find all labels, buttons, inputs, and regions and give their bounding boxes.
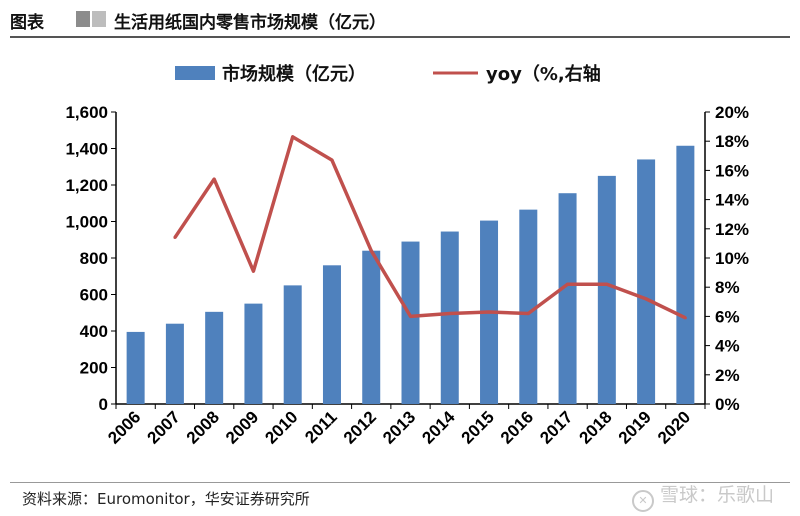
- figure-title: 生活用纸国内零售市场规模（亿元）: [114, 13, 386, 33]
- yoy-point: [566, 282, 570, 286]
- bar-market-size: [676, 145, 695, 404]
- x-tick-label: 2018: [575, 407, 615, 447]
- x-tick-label: 2017: [536, 407, 576, 447]
- yoy-point: [330, 158, 334, 162]
- bar-market-size: [519, 209, 538, 404]
- left-tick-label: 400: [80, 322, 108, 341]
- yoy-point: [369, 249, 373, 253]
- right-tick-label: 14%: [715, 191, 749, 210]
- yoy-point: [409, 314, 412, 318]
- bar-market-size: [244, 303, 263, 404]
- bar-market-size: [637, 159, 656, 404]
- watermark-text: 雪球：乐歌山: [659, 484, 774, 506]
- x-tick-label: 2013: [379, 407, 419, 447]
- bar-market-size: [558, 193, 577, 404]
- right-tick-label: 0%: [715, 395, 740, 414]
- bar-market-size: [205, 311, 224, 404]
- figure-marker-icon: [76, 11, 106, 27]
- x-tick-label: 2020: [654, 407, 694, 447]
- bar-market-size: [165, 323, 184, 404]
- x-tick-label: 2012: [340, 407, 380, 447]
- legend-swatch-market-size: [175, 66, 215, 80]
- right-tick-label: 16%: [715, 161, 749, 180]
- figure-label: 图表: [10, 13, 44, 33]
- market-size-chart: 市场规模（亿元） yoy（%,右轴 0 200 400 600 800 1,000 1,200 1…: [65, 63, 749, 448]
- snowball-logo-icon: ✕: [631, 490, 654, 512]
- yoy-point: [212, 177, 216, 181]
- figure-header: 图表 生活用纸国内零售市场规模（亿元）: [0, 0, 800, 40]
- bar-market-size: [440, 231, 459, 404]
- right-tick-label: 8%: [715, 278, 740, 297]
- right-tick-label: 20%: [715, 103, 749, 122]
- right-tick-label: 4%: [715, 337, 740, 356]
- yoy-point: [683, 316, 687, 320]
- x-tick-label: 2008: [183, 407, 223, 447]
- x-tick-label: 2014: [418, 407, 459, 448]
- left-tick-label: 600: [80, 286, 108, 305]
- left-tick-label: 0: [99, 395, 108, 414]
- yoy-point: [251, 269, 255, 273]
- left-tick-label: 1,600: [65, 103, 108, 122]
- footer-divider: [10, 482, 790, 483]
- bar-market-size: [597, 175, 616, 404]
- x-tick-label: 2007: [144, 407, 184, 447]
- x-tick-label: 2010: [261, 407, 301, 447]
- yoy-point: [644, 297, 648, 301]
- header-divider: [10, 36, 790, 38]
- x-tick-label: 2006: [104, 407, 144, 447]
- right-tick-label: 18%: [715, 132, 749, 151]
- x-tick-label: 2011: [301, 407, 341, 447]
- source-note: 资料来源：Euromonitor，华安证券研究所: [22, 490, 310, 508]
- bar-market-size: [126, 331, 145, 404]
- x-tick-label: 2016: [497, 407, 537, 447]
- left-tick-label: 200: [80, 359, 108, 378]
- legend-label-yoy: yoy（%,右轴: [486, 63, 601, 85]
- left-tick-label: 800: [80, 249, 108, 268]
- watermark: ✕ 雪球：乐歌山: [631, 480, 774, 512]
- left-tick-label: 1,200: [65, 176, 108, 195]
- left-tick-label: 1,400: [65, 140, 108, 159]
- bar-market-size: [322, 265, 341, 404]
- yoy-point: [291, 135, 295, 139]
- yoy-point: [526, 311, 530, 315]
- x-tick-label: 2015: [458, 407, 498, 447]
- right-tick-label: 10%: [715, 249, 749, 268]
- yoy-point: [173, 236, 177, 240]
- right-tick-label: 2%: [715, 366, 740, 385]
- yoy-line: [173, 135, 687, 320]
- right-tick-label: 6%: [715, 307, 740, 326]
- right-tick-label: 12%: [715, 220, 749, 239]
- bar-market-size: [362, 250, 381, 404]
- yoy-point: [605, 282, 609, 286]
- x-tick-label: 2009: [222, 407, 262, 447]
- x-tick-label: 2019: [615, 407, 655, 447]
- yoy-point: [487, 310, 491, 314]
- bar-market-size: [401, 241, 420, 404]
- bar-market-size: [283, 285, 302, 404]
- legend-label-market-size: 市场规模（亿元）: [222, 63, 366, 85]
- left-tick-label: 1,000: [65, 213, 108, 232]
- yoy-point: [448, 311, 452, 315]
